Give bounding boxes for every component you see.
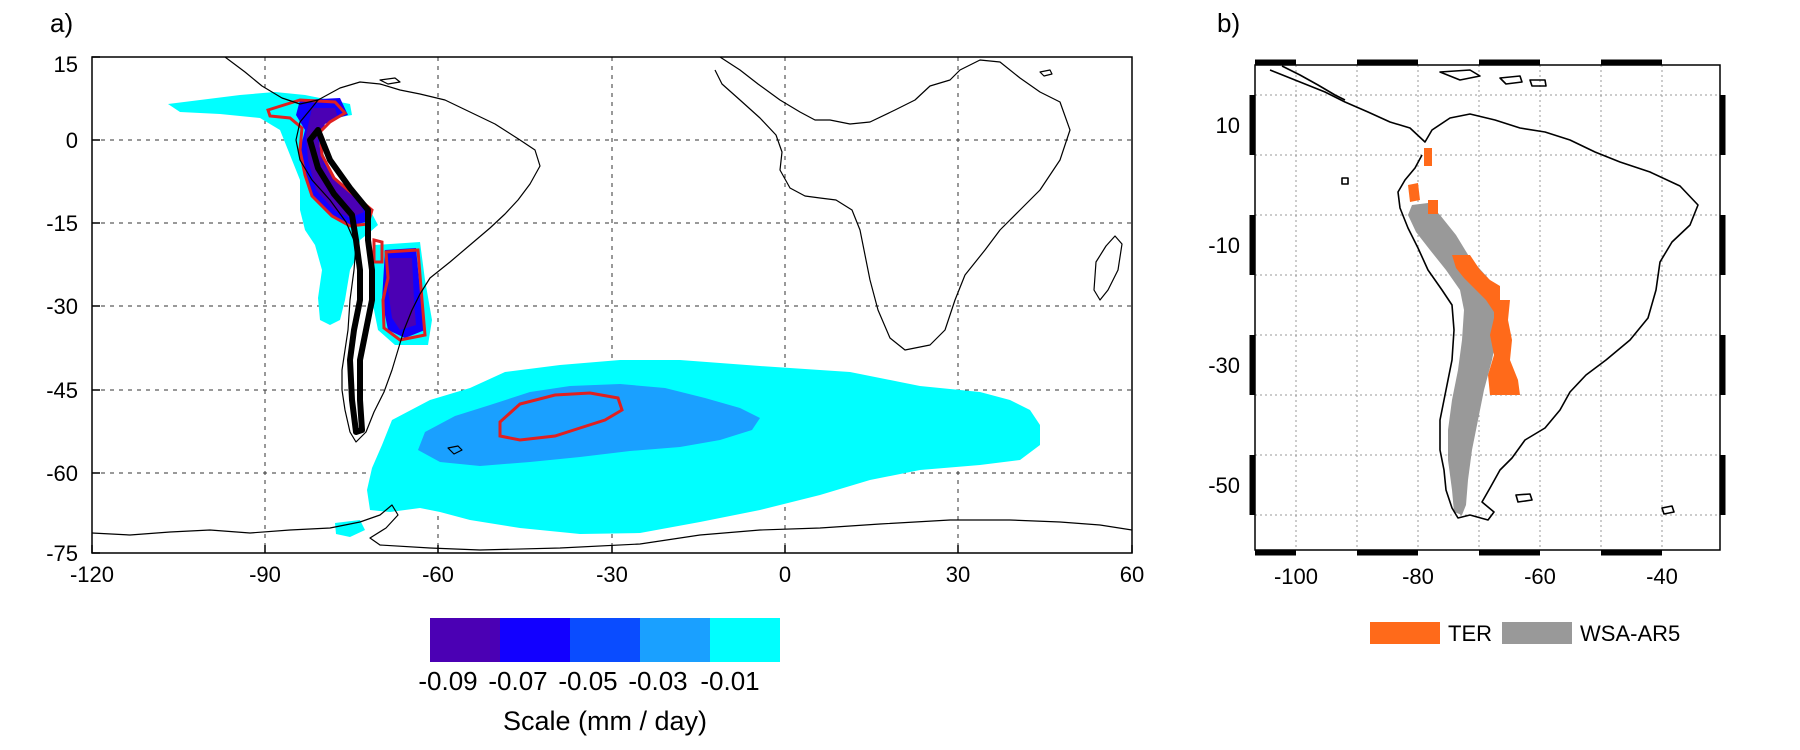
legend-swatch-ter <box>1370 622 1440 644</box>
southern-ocean-contour <box>498 391 624 442</box>
panel-b-legend: TER WSA-AR5 <box>1370 621 1680 646</box>
panel-b-y-ticks: 10 -10 -30 -50 <box>1208 113 1240 498</box>
y-tick-label: -30 <box>1208 353 1240 378</box>
legend-label-ter: TER <box>1448 621 1492 646</box>
andes-contour-south <box>381 248 427 342</box>
x-tick-label: -80 <box>1402 564 1434 589</box>
panel-b-coastlines <box>1269 65 1699 521</box>
y-tick-label: -30 <box>46 294 78 319</box>
colorbar-title: Scale (mm / day) <box>503 706 707 736</box>
x-tick-label: -60 <box>1524 564 1556 589</box>
panel-a-gridlines <box>92 57 1132 553</box>
colorbar-swatch <box>640 618 710 662</box>
andes-anomaly-core <box>306 108 364 218</box>
y-tick-label: 15 <box>54 52 78 77</box>
ter-region-andes-south <box>1488 300 1520 395</box>
x-tick-label: -60 <box>422 562 454 587</box>
y-tick-label: -60 <box>46 461 78 486</box>
ter-region-andes <box>1452 255 1500 312</box>
colorbar-swatch <box>500 618 570 662</box>
y-tick-label: -15 <box>46 211 78 236</box>
colorbar-swatch <box>710 618 780 662</box>
panel-a-coastlines <box>92 57 1132 551</box>
y-tick-label: 10 <box>1216 113 1240 138</box>
panel-b-map <box>1255 65 1720 550</box>
panel-b-frame <box>1254 64 1721 551</box>
x-tick-label: -120 <box>70 562 114 587</box>
colorbar-tick-label: -0.07 <box>488 666 547 696</box>
y-tick-label: -75 <box>46 541 78 566</box>
panel-b-x-ticks: -100 -80 -60 -40 <box>1274 564 1678 589</box>
ter-region-north <box>1424 148 1432 166</box>
ter-region-coast <box>1408 183 1420 202</box>
panel-b-gridlines <box>1255 65 1720 550</box>
panel-b-frame-pattern <box>1249 59 1726 556</box>
panel-a-x-ticks: -120 -90 -60 -30 0 30 60 <box>70 562 1144 587</box>
colorbar-swatch <box>570 618 640 662</box>
x-tick-label: 0 <box>779 562 791 587</box>
colorbar-tick-label: -0.05 <box>558 666 617 696</box>
x-tick-label: -100 <box>1274 564 1318 589</box>
colorbar-tick-label: -0.01 <box>700 666 759 696</box>
colorbar-tick-label: -0.09 <box>418 666 477 696</box>
andes-anomaly-fringe <box>168 92 378 325</box>
andes-contour-small <box>372 238 384 264</box>
y-tick-label: -45 <box>46 378 78 403</box>
y-tick-label: 0 <box>66 128 78 153</box>
legend-label-wsa-ar5: WSA-AR5 <box>1580 621 1680 646</box>
colorbar-swatch <box>430 618 500 662</box>
y-tick-label: -10 <box>1208 233 1240 258</box>
andes-anomaly-south-core <box>388 258 416 330</box>
x-tick-label: -90 <box>249 562 281 587</box>
colorbar-tick-label: -0.03 <box>628 666 687 696</box>
andes-black-contour <box>307 127 375 435</box>
panel-a-label: a) <box>50 8 73 38</box>
antarctic-anomaly-patch <box>335 520 365 537</box>
x-tick-label: -30 <box>596 562 628 587</box>
panel-a-tickmarks <box>91 56 1133 554</box>
x-tick-label: 60 <box>1120 562 1144 587</box>
panel-a-map <box>92 57 1132 553</box>
x-tick-label: 30 <box>946 562 970 587</box>
legend-swatch-wsa-ar5 <box>1502 622 1572 644</box>
x-tick-label: -40 <box>1646 564 1678 589</box>
y-tick-label: -50 <box>1208 473 1240 498</box>
panel-a-y-ticks: 15 0 -15 -30 -45 -60 -75 <box>46 52 78 566</box>
ter-region-coast-2 <box>1428 200 1438 214</box>
colorbar: -0.09 -0.07 -0.05 -0.03 -0.01 Scale (mm … <box>418 618 780 736</box>
panel-b-label: b) <box>1217 8 1240 38</box>
